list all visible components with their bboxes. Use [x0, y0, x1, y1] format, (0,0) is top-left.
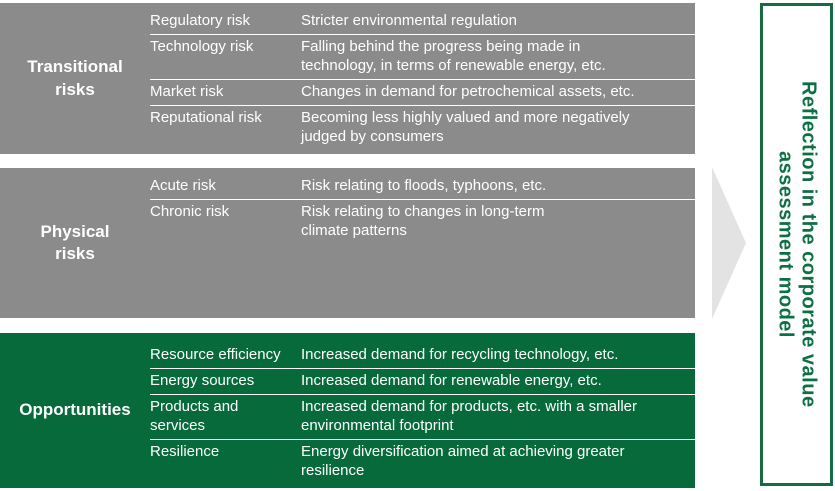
risk-type-cell: Market risk: [150, 83, 224, 100]
section-physical-risks: Physical risks Acute risk Risk relating …: [0, 168, 695, 318]
arrow-right-icon: [712, 167, 746, 319]
section-title: Physical risks: [40, 221, 110, 263]
table-row: Products and services Increased demand f…: [150, 395, 695, 440]
risk-type-cell: Reputational risk: [150, 109, 262, 126]
risk-description-cell: Falling behind the progress being made i…: [301, 38, 606, 74]
table-row: Acute risk Risk relating to floods, typh…: [150, 174, 695, 200]
table-row: Chronic risk Risk relating to changes in…: [150, 200, 695, 244]
opportunity-type-cell: Resource efficiency: [150, 346, 281, 363]
table-row: Reputational risk Becoming less highly v…: [150, 106, 695, 150]
opportunity-rows: Resource efficiency Increased demand for…: [150, 333, 695, 488]
outcome-text-line: Reflection in the corporate value: [797, 81, 820, 408]
section-opportunities: Opportunities Resource efficiency Increa…: [0, 333, 695, 488]
opportunity-description-cell: Increased demand for renewable energy, e…: [301, 372, 602, 389]
outcome-text-line: assessment model: [774, 151, 797, 338]
risk-description-cell: Stricter environmental regulation: [301, 12, 517, 29]
opportunity-type-cell: Energy sources: [150, 372, 255, 389]
table-row: Resilience Energy diversification aimed …: [150, 440, 695, 484]
opportunity-type-cell: Products and services: [150, 398, 239, 434]
risk-description-cell: Changes in demand for petrochemical asse…: [301, 83, 635, 100]
section-title: Opportunities: [19, 400, 131, 420]
table-row: Energy sources Increased demand for rene…: [150, 369, 695, 395]
opportunity-description-cell: Increased demand for recycling technolog…: [301, 346, 619, 363]
opportunity-description-cell: Increased demand for products, etc. with…: [301, 398, 637, 434]
risk-description-cell: Risk relating to floods, typhoons, etc.: [301, 177, 547, 194]
risk-type-cell: Chronic risk: [150, 203, 230, 220]
risk-description-cell: Risk relating to changes in long-term cl…: [301, 203, 545, 239]
opportunity-type-cell: Resilience: [150, 443, 220, 460]
table-row: Regulatory risk Stricter environmental r…: [150, 9, 695, 35]
risk-rows: Regulatory risk Stricter environmental r…: [150, 3, 695, 154]
risk-type-cell: Regulatory risk: [150, 12, 251, 29]
table-row: Technology risk Falling behind the progr…: [150, 35, 695, 80]
outcome-text: Reflection in the corporate value assess…: [774, 81, 820, 408]
risk-type-cell: Acute risk: [150, 177, 216, 194]
risk-description-cell: Becoming less highly valued and more neg…: [301, 109, 630, 145]
risk-type-cell: Technology risk: [150, 38, 254, 55]
table-row: Resource efficiency Increased demand for…: [150, 343, 695, 369]
section-transitional-risks: Transitional risks Regulatory risk Stric…: [0, 3, 695, 154]
section-title: Transitional risks: [27, 57, 123, 99]
outcome-box: Reflection in the corporate value assess…: [760, 3, 833, 486]
risk-rows: Acute risk Risk relating to floods, typh…: [150, 168, 695, 318]
opportunity-description-cell: Energy diversification aimed at achievin…: [301, 443, 625, 479]
table-row: Market risk Changes in demand for petroc…: [150, 80, 695, 106]
